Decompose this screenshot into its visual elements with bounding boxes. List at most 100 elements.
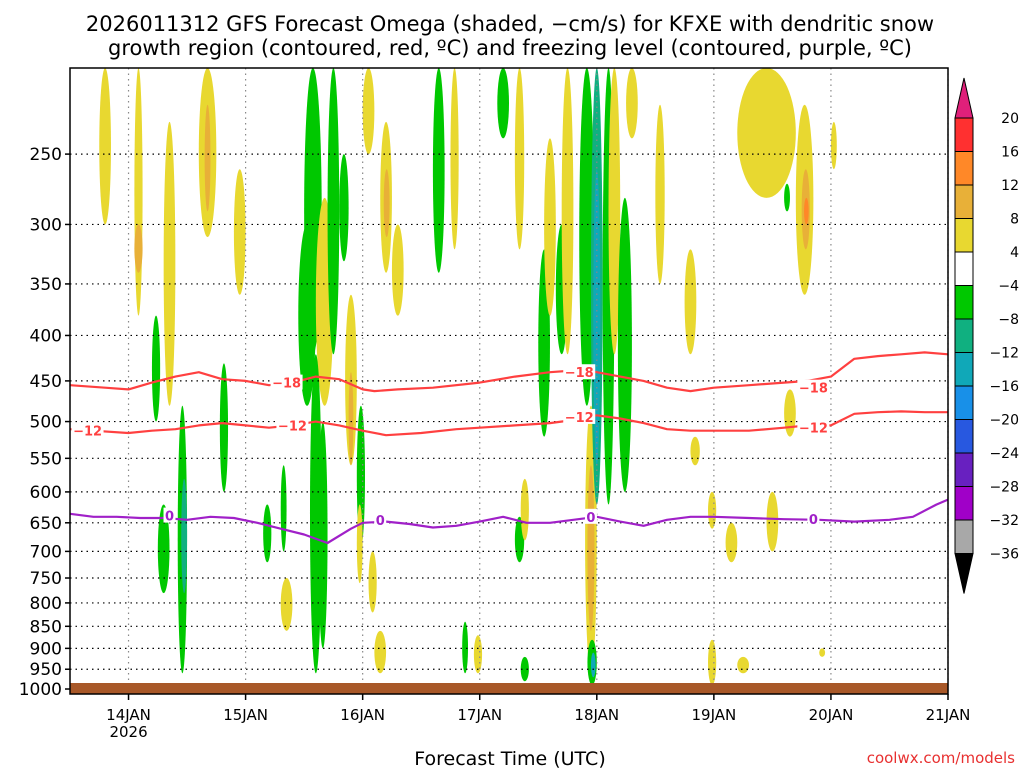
colorbar-label: −32 (989, 513, 1019, 529)
omega-cell (830, 121, 837, 170)
omega-cell (204, 104, 211, 212)
omega-cell (748, 68, 785, 139)
y-tick-label: 850 (30, 617, 62, 637)
contour-label: −12 (278, 419, 307, 434)
omega-cell (690, 436, 700, 466)
colorbar-label: −4 (998, 279, 1019, 295)
x-tick-label: 17JAN (457, 706, 502, 724)
omega-cell (309, 354, 322, 674)
omega-cell (784, 183, 790, 212)
omega-cell (708, 639, 717, 686)
chart-title-line2: growth region (contoured, red, ºC) and f… (108, 36, 912, 60)
omega-cell (327, 68, 340, 355)
x-tick-label: 15JAN (223, 706, 268, 724)
colorbar-swatch (954, 452, 974, 487)
colorbar-swatch (954, 486, 974, 521)
colorbar-swatch (954, 151, 974, 186)
x-tick-label: 20JAN (809, 706, 854, 724)
colorbar-label: 8 (1010, 212, 1019, 228)
omega-cell (383, 169, 390, 238)
omega-cell (450, 67, 459, 250)
contour-label-bg (163, 507, 176, 523)
omega-cell (99, 67, 111, 225)
omega-cell (356, 504, 363, 584)
contour-label-bg (563, 408, 596, 424)
y-axis: 2503003504004505005506006507007508008509… (19, 145, 70, 700)
omega-cell (520, 478, 529, 541)
contour-label-bg (276, 417, 309, 433)
omega-cell (514, 67, 525, 250)
omega-cell (233, 169, 246, 295)
omega-cell (298, 224, 316, 406)
x-axis-title: Forecast Time (UTC) (414, 748, 605, 768)
y-tick-label: 900 (30, 639, 62, 659)
x-tick-label: 14JAN (106, 706, 151, 724)
colorbar-swatch (954, 318, 974, 353)
contour-label-bg (807, 511, 820, 527)
y-tick-label: 250 (30, 145, 62, 165)
omega-cell (134, 68, 143, 316)
contour-0 (69, 498, 949, 545)
colorbar-swatch (954, 117, 974, 152)
omega-cell (497, 68, 509, 139)
omega-cell (432, 68, 445, 273)
omega-cell (280, 465, 287, 552)
chart-title-line1: 2026011312 GFS Forecast Omega (shaded, −… (86, 12, 934, 36)
colorbar-swatch (954, 519, 974, 554)
y-tick-label: 350 (30, 275, 62, 295)
colorbar-swatch (954, 419, 974, 454)
colorbar-label: −28 (989, 480, 1019, 496)
x-tick-label: 18JAN (574, 706, 619, 724)
contour-label: 0 (809, 513, 818, 528)
contour-label: −12 (799, 422, 828, 437)
y-tick-label: 450 (30, 372, 62, 392)
contour-label: −12 (565, 411, 594, 426)
colorbar-label: 16 (1001, 145, 1019, 161)
omega-cell (318, 421, 328, 649)
y-tick-label: 750 (30, 569, 62, 589)
colorbar-label: −16 (989, 379, 1019, 395)
omega-cell (766, 491, 779, 552)
omega-cell (374, 630, 387, 674)
x-tick-label: 21JAN (926, 706, 971, 724)
x-tick-sublabel: 2026 (109, 723, 147, 741)
omega-cell (725, 522, 738, 563)
omega-cell (593, 169, 601, 466)
omega-cell (151, 315, 161, 422)
omega-cell (339, 154, 349, 262)
contour-label: 0 (376, 514, 385, 529)
colorbar-label: −36 (989, 547, 1019, 563)
colorbar-swatch (954, 385, 974, 420)
omega-cell (608, 68, 621, 355)
colorbar-label: 12 (1001, 178, 1019, 194)
omega-cell (134, 224, 143, 273)
colorbar-swatch (954, 352, 974, 387)
omega-cell (520, 656, 529, 682)
y-tick-label: 1000 (19, 680, 62, 700)
x-tick-label: 19JAN (691, 706, 736, 724)
omega-cell (626, 68, 638, 139)
omega-cell (181, 478, 188, 594)
contour-label: −12 (73, 425, 102, 440)
omega-cell (348, 372, 354, 466)
contour-label: 0 (586, 511, 595, 526)
omega-cell (784, 389, 796, 437)
omega-cell (263, 504, 272, 563)
colorbar-label: −20 (989, 413, 1019, 429)
omega-cell (579, 68, 595, 406)
omega-cell (587, 465, 595, 631)
contour-label-bg (270, 374, 303, 390)
omega-cell (473, 635, 483, 674)
y-tick-label: 600 (30, 483, 62, 503)
colorbar-bottom-arrow (954, 553, 974, 594)
omega-cell (157, 504, 170, 594)
colorbar-top-arrow (954, 77, 974, 119)
contour-label: −18 (272, 377, 301, 392)
colorbar-label: −24 (989, 446, 1019, 462)
y-tick-label: 300 (30, 215, 62, 235)
omega-cell (819, 648, 826, 657)
omega-cell (590, 652, 596, 678)
omega-cell (362, 68, 375, 155)
contour-labels: −18 −18 −18 −12 −12 −12 −12 0 0 0 0 (71, 364, 830, 529)
